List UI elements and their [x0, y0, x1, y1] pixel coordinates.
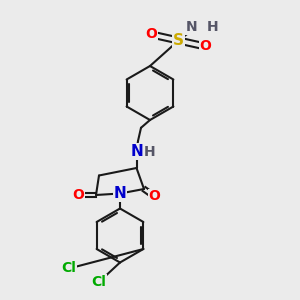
Text: O: O [72, 188, 84, 202]
Text: Cl: Cl [92, 275, 106, 289]
Text: O: O [148, 190, 160, 203]
Text: N: N [130, 144, 143, 159]
Text: S: S [173, 33, 184, 48]
Text: O: O [146, 28, 158, 41]
Text: N: N [185, 20, 197, 34]
Text: Cl: Cl [61, 262, 76, 275]
Text: H: H [207, 20, 219, 34]
Text: N: N [114, 186, 126, 201]
Text: H: H [144, 145, 156, 158]
Text: O: O [200, 40, 211, 53]
